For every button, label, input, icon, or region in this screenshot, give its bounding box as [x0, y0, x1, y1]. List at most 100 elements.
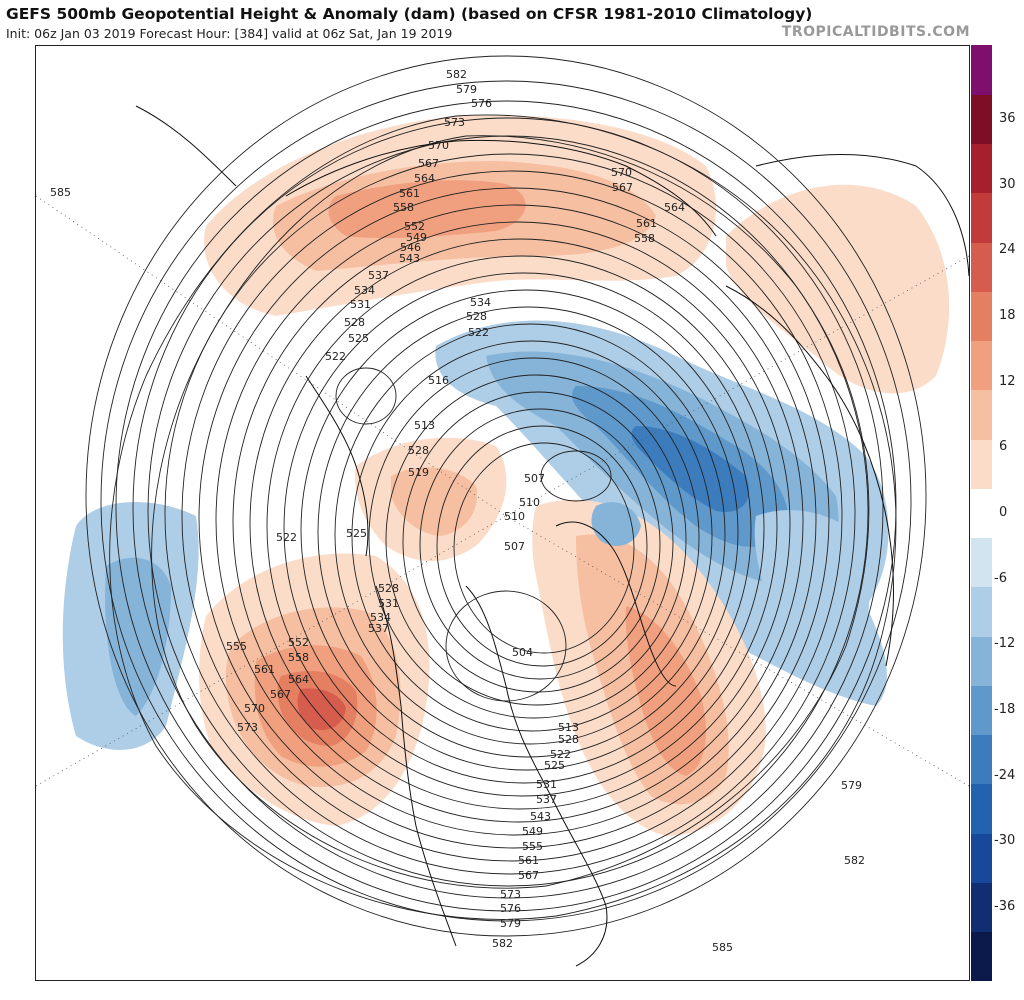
contour-label: 525 [544, 759, 565, 772]
contour-label: 582 [492, 937, 513, 950]
contour-label: 543 [530, 810, 551, 823]
contour-label: 522 [276, 531, 297, 544]
coastlines [135, 105, 969, 967]
contour-label: 549 [522, 825, 543, 838]
contour-label: 528 [344, 316, 365, 329]
colorbar-tick-label: 0 [999, 505, 1008, 520]
contour-label: 567 [518, 869, 539, 882]
colorbar-segment [971, 734, 992, 785]
contour-label: 531 [350, 298, 371, 311]
contour-label: 567 [270, 688, 291, 701]
colorbar-tick-label: 36 [999, 110, 1016, 126]
contour-label: 561 [518, 854, 539, 867]
contour-label: 519 [408, 466, 429, 479]
contour-label: 546 [400, 241, 421, 254]
contour-label: 504 [512, 646, 533, 659]
contour-label: 579 [500, 917, 521, 930]
contour-label: 525 [346, 527, 367, 540]
contour-label: 570 [611, 166, 632, 179]
colorbar-tick-label: 30 [999, 176, 1016, 192]
contour-label: 585 [50, 186, 71, 199]
colorbar-segment [971, 586, 992, 637]
contour-label: 513 [414, 419, 435, 432]
colorbar-segment [971, 882, 992, 933]
colorbar-segment [971, 931, 992, 982]
contour-label: 516 [428, 374, 449, 387]
map-panel[interactable]: 582 579 576 573 570 567 564 561 558 552 … [35, 45, 970, 981]
contour-label: 507 [524, 472, 545, 485]
contour-label: 528 [558, 733, 579, 746]
colorbar-segment [971, 242, 992, 292]
contour-label: 579 [456, 83, 477, 96]
contour-label: 558 [288, 651, 309, 664]
graticule [36, 195, 969, 787]
contour-label: 552 [288, 636, 309, 649]
brand-watermark[interactable]: TROPICALTIDBITS.COM [781, 24, 970, 40]
colorbar-tick-label: -6 [994, 570, 1007, 586]
colorbar-segment [971, 833, 992, 883]
colorbar-tick-label: -24 [994, 767, 1016, 783]
contour-label: 525 [348, 332, 369, 345]
contour-label: 582 [844, 854, 865, 867]
contour-label: 537 [536, 793, 557, 806]
colorbar-segment [971, 143, 992, 194]
colorbar-tick-label: 12 [999, 373, 1016, 389]
contour-label: 522 [550, 748, 571, 761]
colorbar-tick-label: -18 [994, 702, 1016, 718]
contour-label: 522 [325, 350, 346, 363]
colorbar-segment [971, 685, 992, 736]
contour-label: 534 [354, 284, 375, 297]
colorbar-tick-label: 18 [999, 307, 1016, 323]
colorbar-tick-label: -12 [994, 636, 1016, 652]
colorbar-tick-label: 24 [999, 242, 1016, 258]
contour-label: 549 [406, 231, 427, 244]
contour-label: 537 [368, 622, 389, 635]
contour-label: 543 [399, 252, 420, 265]
contour-label: 585 [712, 941, 733, 954]
colorbar-tick-label: 6 [999, 439, 1008, 455]
colorbar-segment [971, 45, 992, 95]
colorbar-segment [971, 291, 992, 342]
contour-label: 558 [393, 201, 414, 214]
contour-label: 579 [841, 779, 862, 792]
contour-label: 570 [244, 702, 265, 715]
contour-label: 507 [504, 540, 525, 553]
height-anomaly-map: 582 579 576 573 570 567 564 561 558 552 … [36, 55, 969, 967]
contour-label: 534 [470, 296, 491, 309]
contour-label: 561 [399, 187, 420, 200]
contour-label: 558 [634, 232, 655, 245]
anomaly-shading [62, 115, 950, 836]
contour-label: 564 [414, 172, 435, 185]
colorbar-tick-label: -36 [994, 899, 1016, 915]
contour-label: 564 [288, 673, 309, 686]
contour-label: 573 [500, 888, 521, 901]
contour-label: 555 [522, 840, 543, 853]
colorbar-segment [971, 488, 992, 539]
contour-label: 567 [612, 181, 633, 194]
contour-label: 573 [444, 116, 465, 129]
contour-label: 528 [408, 444, 429, 457]
contour-label: 576 [471, 97, 492, 110]
header: GEFS 500mb Geopotential Height & Anomaly… [0, 0, 1024, 44]
contour-label: 561 [254, 663, 275, 676]
contour-label: 552 [404, 220, 425, 233]
contour-label: 528 [466, 310, 487, 323]
contour-label: 573 [237, 721, 258, 734]
colorbar-segment [971, 389, 992, 440]
height-contours [85, 55, 927, 937]
anomaly-colorbar [971, 45, 992, 982]
contour-label: 567 [418, 157, 439, 170]
contour-label: 513 [558, 721, 579, 734]
contour-label: 570 [428, 139, 449, 152]
contour-label: 537 [368, 269, 389, 282]
colorbar-segment [971, 439, 992, 489]
contour-label: 510 [504, 510, 525, 523]
contour-label: 528 [378, 582, 399, 595]
contour-label: 534 [370, 611, 391, 624]
colorbar-segment [971, 783, 992, 834]
colorbar-segment [971, 192, 992, 243]
colorbar-segment [971, 537, 992, 588]
colorbar-segment [971, 94, 992, 144]
contour-label: 576 [500, 902, 521, 915]
colorbar-segment [971, 636, 992, 686]
